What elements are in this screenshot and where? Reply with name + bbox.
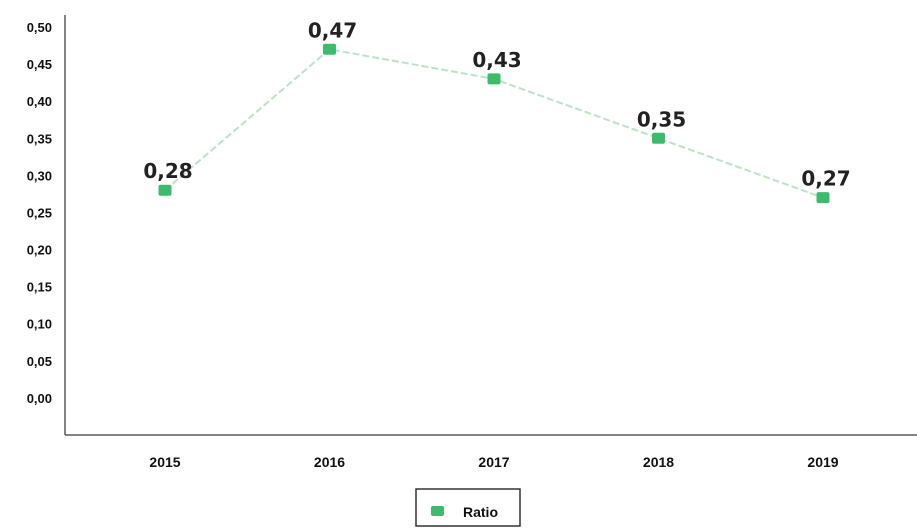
data-labels: 0,28 0,47 0,43 0,35 0,27: [143, 18, 850, 190]
data-label: 0,47: [308, 18, 357, 42]
x-tick-label: 2019: [807, 454, 838, 470]
y-tick-label: 0,15: [27, 280, 52, 295]
y-tick-label: 0,35: [27, 131, 52, 146]
legend: Ratio: [415, 488, 521, 527]
x-tick-label: 2015: [149, 454, 180, 470]
legend-marker-ratio: [431, 506, 444, 516]
data-label: 0,27: [801, 167, 850, 191]
y-tick-label: 0,00: [27, 391, 52, 406]
series-ratio: [158, 43, 830, 204]
legend-label-ratio: Ratio: [463, 504, 498, 520]
x-tick-label: 2017: [478, 454, 509, 470]
data-point-marker: [158, 184, 172, 196]
x-tick-label: 2018: [643, 454, 674, 470]
data-label: 0,28: [143, 159, 192, 183]
x-axis-tick-labels: 2015 2016 2017 2018 2019: [149, 454, 838, 470]
y-tick-label: 0,50: [27, 20, 52, 35]
data-point-marker: [323, 43, 336, 55]
y-tick-label: 0,10: [27, 317, 52, 332]
y-tick-label: 0,05: [27, 354, 52, 369]
data-label: 0,35: [637, 107, 686, 131]
axes: [64, 15, 917, 436]
data-point-marker: [816, 192, 830, 204]
data-point-marker: [652, 132, 665, 144]
y-tick-label: 0,20: [27, 243, 52, 258]
data-label: 0,43: [472, 48, 521, 72]
y-axis-tick-labels: 0,00 0,05 0,10 0,15 0,20 0,25 0,30 0,35 0,40 0,45…: [27, 20, 52, 406]
y-tick-label: 0,30: [27, 168, 52, 183]
y-tick-label: 0,40: [27, 94, 52, 109]
y-tick-label: 0,45: [27, 57, 52, 72]
x-tick-label: 2016: [314, 454, 345, 470]
data-point-marker: [487, 73, 501, 85]
y-tick-label: 0,25: [27, 206, 52, 221]
